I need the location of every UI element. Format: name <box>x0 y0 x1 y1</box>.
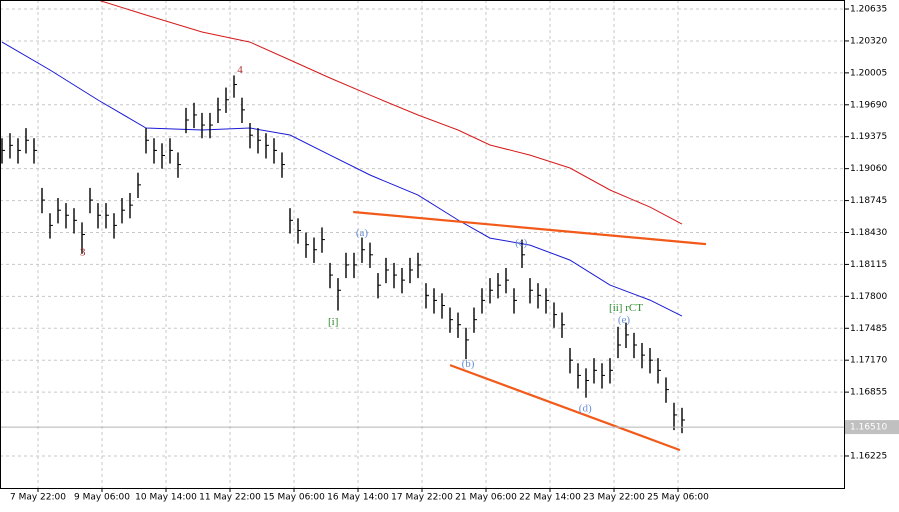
wave-label: (a) <box>356 227 369 239</box>
y-tick-label: 1.19060 <box>850 164 887 174</box>
trendline <box>449 364 681 452</box>
x-tick-label: 11 May 22:00 <box>199 493 261 503</box>
current-price-box <box>845 420 899 435</box>
y-tick-label: 1.18115 <box>850 260 887 270</box>
y-tick-label: 1.17170 <box>850 356 887 366</box>
x-tick-label: 23 May 22:00 <box>583 493 645 503</box>
x-tick-label: 21 May 06:00 <box>455 493 517 503</box>
y-tick-label: 1.19375 <box>850 132 887 142</box>
wave-label: (b) <box>462 358 475 370</box>
moving-average <box>1 41 683 317</box>
x-tick-label: 10 May 14:00 <box>135 493 197 503</box>
x-tick-label: 17 May 22:00 <box>391 493 453 503</box>
x-tick-label: 15 May 06:00 <box>263 493 325 503</box>
wave-label: (d) <box>579 402 592 414</box>
x-tick-label: 25 May 06:00 <box>647 493 709 503</box>
wave-label: [i] <box>328 316 338 328</box>
wave-label: (c) <box>515 237 528 249</box>
x-tick-label: 7 May 22:00 <box>10 493 66 503</box>
y-tick-label: 1.20320 <box>850 36 887 46</box>
plot-frame <box>0 0 845 489</box>
wave-label: [ii] rCT <box>609 302 643 314</box>
y-tick-label: 1.16855 <box>850 388 887 398</box>
y-tick-label: 1.18745 <box>850 196 887 206</box>
y-tick-label: 1.20005 <box>850 68 887 78</box>
x-tick-label: 9 May 06:00 <box>74 493 130 503</box>
x-tick-label: 16 May 14:00 <box>327 493 389 503</box>
y-tick-label: 1.17800 <box>850 292 887 302</box>
y-tick-label: 1.19690 <box>850 100 887 110</box>
current-price-label: 1.16510 <box>850 423 887 433</box>
y-tick-label: 1.17485 <box>850 324 887 334</box>
y-tick-label: 1.16225 <box>850 451 887 461</box>
wave-label: 4 <box>237 64 243 76</box>
wave-label: (e) <box>618 314 631 326</box>
y-tick-label: 1.20635 <box>850 5 887 15</box>
x-tick-label: 22 May 14:00 <box>519 493 581 503</box>
moving-average <box>97 0 683 225</box>
wave-label: 3 <box>80 246 86 258</box>
trendline <box>353 210 707 246</box>
y-tick-label: 1.18430 <box>850 228 887 238</box>
